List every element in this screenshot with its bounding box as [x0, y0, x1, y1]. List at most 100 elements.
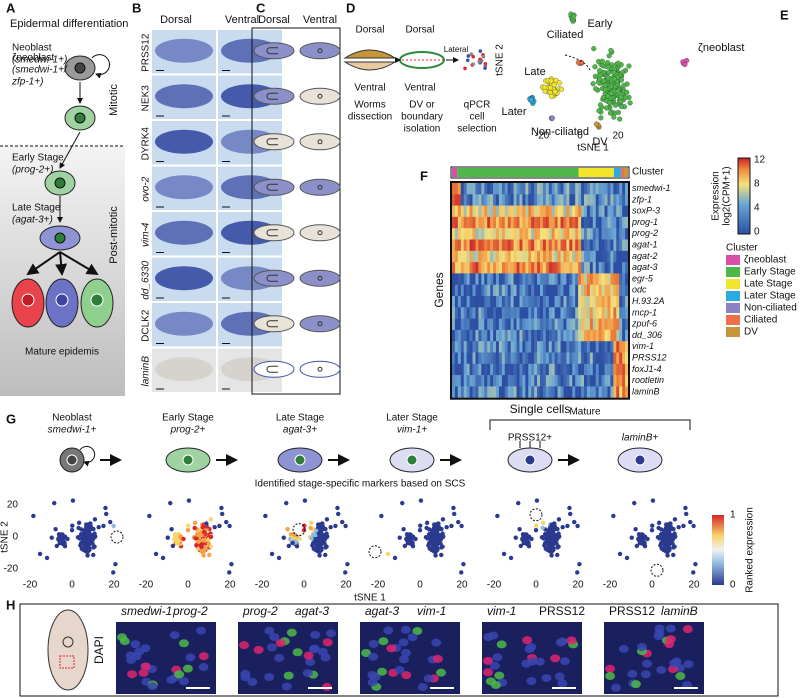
x-tick-label: 20 [612, 131, 624, 142]
heat-cell [501, 386, 506, 398]
heat-cell [504, 352, 509, 365]
heat-cell [610, 250, 614, 263]
heat-cell [554, 194, 558, 206]
heat-cell [504, 386, 509, 398]
heat-cell [528, 318, 532, 331]
cell-dot [463, 66, 467, 71]
cell-point [436, 521, 441, 526]
heat-cell [487, 194, 491, 206]
heat-cell [481, 183, 485, 195]
heat-cell [463, 284, 467, 297]
x-tick-label: 20 [456, 580, 468, 591]
cell-point [220, 511, 225, 517]
heat-cell [542, 341, 547, 353]
heat-cell [513, 228, 517, 240]
vertical-label: Post-mitotic [108, 206, 120, 264]
heat-cell [610, 352, 614, 365]
heat-cell [584, 194, 588, 206]
heat-cell [563, 352, 567, 365]
heat-cell [496, 375, 500, 387]
cell-point [544, 539, 549, 545]
stage-name: Neoblast [52, 413, 92, 424]
cell-point [615, 60, 621, 66]
panel-letter: E [780, 7, 789, 22]
heat-cell [572, 318, 576, 331]
heat-cell [616, 216, 620, 229]
heat-cell [560, 375, 564, 387]
heat-cell [478, 183, 482, 195]
heat-cell [516, 296, 520, 308]
heat-cell [592, 375, 597, 387]
heat-cell [457, 239, 462, 252]
pharynx [317, 139, 323, 145]
cell-point [87, 546, 92, 551]
heat-cell [545, 284, 550, 297]
nucleus-stain [185, 653, 196, 662]
heat-cell [557, 386, 561, 398]
cell-point [608, 83, 614, 89]
heat-cell [513, 284, 517, 297]
self-renewal-arrow [79, 446, 96, 467]
heat-cell [475, 363, 479, 376]
heat-cell [490, 205, 494, 218]
cell-point [607, 110, 614, 116]
cell-point [316, 525, 322, 530]
heat-cell [569, 239, 573, 252]
heat-cell [516, 183, 520, 195]
heat-cell [513, 296, 517, 308]
cell-point [322, 541, 327, 546]
heat-cell [548, 262, 553, 274]
cell-point [621, 82, 627, 88]
heat-cell [457, 296, 462, 308]
heat-cell [452, 194, 456, 206]
cell-point [549, 115, 555, 121]
heat-cell [613, 307, 617, 319]
heat-cell [554, 250, 558, 263]
heat-cell [481, 318, 485, 331]
heat-cell [569, 228, 573, 240]
heat-cell [575, 216, 579, 229]
heat-cell [572, 296, 576, 308]
heat-cell [537, 375, 541, 387]
heat-cell [522, 273, 526, 285]
heat-cell [472, 341, 476, 353]
heat-cell [604, 307, 608, 319]
heat-cell [569, 307, 573, 319]
nucleus-stain [140, 644, 151, 653]
cell-point [96, 524, 101, 530]
heat-cell [551, 386, 555, 398]
heat-cell [604, 363, 608, 376]
heat-cell [522, 386, 526, 398]
heat-cell [619, 205, 623, 218]
cell-point [627, 100, 633, 106]
heat-cell [545, 296, 550, 308]
heat-cell [513, 375, 517, 387]
gene-label: mcp-1 [632, 307, 657, 317]
heat-cell [537, 183, 541, 195]
cell-point [428, 539, 433, 545]
heat-cell [575, 363, 579, 376]
cell-dot [477, 59, 481, 64]
heat-cell [566, 228, 570, 240]
heat-cell [469, 296, 473, 308]
heat-cell [466, 363, 470, 376]
legend-swatch [726, 267, 740, 277]
heat-cell [463, 239, 467, 252]
heat-cell [613, 228, 617, 240]
heat-cell [534, 375, 538, 387]
nucleus-stain [653, 632, 664, 641]
heat-cell [528, 239, 532, 252]
pharynx [317, 230, 323, 236]
heat-cell [625, 262, 629, 274]
heat-cell [534, 273, 538, 285]
cell-point [444, 524, 449, 530]
schematic-worm [299, 360, 341, 378]
axis-label: Single cells [510, 402, 571, 416]
heat-cell [581, 273, 585, 285]
heat-cell [578, 375, 582, 387]
cell-point [49, 535, 54, 540]
heat-cell [510, 329, 514, 342]
heat-cell [625, 284, 629, 297]
heat-cell [507, 352, 511, 365]
heat-cell [578, 386, 582, 398]
